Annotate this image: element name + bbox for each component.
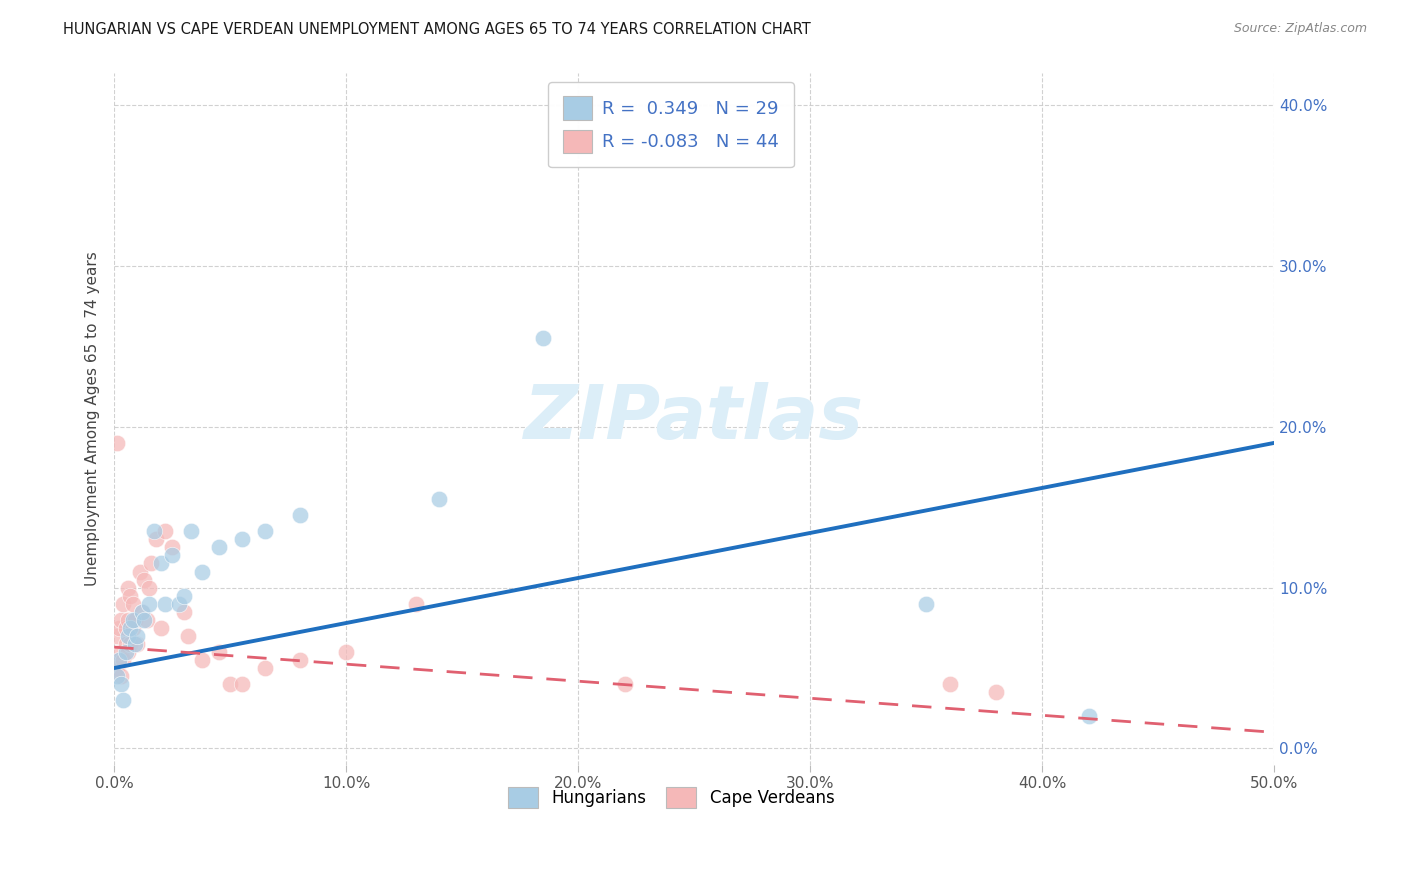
- Point: [138, 581, 160, 595]
- Point: [134, 573, 156, 587]
- Point: [128, 565, 150, 579]
- Point: [613, 677, 636, 691]
- Point: [207, 645, 229, 659]
- Point: [155, 524, 177, 539]
- Point: [167, 597, 190, 611]
- Point: [117, 581, 139, 595]
- Point: [180, 524, 202, 539]
- Point: [149, 557, 172, 571]
- Point: [114, 645, 136, 659]
- Point: [127, 629, 149, 643]
- Point: [105, 629, 128, 643]
- Point: [160, 541, 183, 555]
- Point: [288, 653, 311, 667]
- Point: [131, 605, 153, 619]
- Point: [108, 621, 131, 635]
- Point: [110, 613, 132, 627]
- Point: [915, 597, 938, 611]
- Point: [124, 613, 146, 627]
- Point: [427, 492, 450, 507]
- Point: [105, 661, 128, 675]
- Point: [191, 653, 214, 667]
- Point: [114, 621, 136, 635]
- Point: [155, 597, 177, 611]
- Point: [121, 597, 143, 611]
- Point: [108, 653, 131, 667]
- Point: [141, 557, 163, 571]
- Point: [219, 677, 242, 691]
- Point: [114, 637, 136, 651]
- Text: Source: ZipAtlas.com: Source: ZipAtlas.com: [1233, 22, 1367, 36]
- Point: [253, 524, 276, 539]
- Point: [142, 524, 165, 539]
- Point: [134, 613, 156, 627]
- Point: [160, 549, 183, 563]
- Point: [127, 637, 149, 651]
- Point: [173, 589, 195, 603]
- Point: [112, 597, 135, 611]
- Point: [1077, 709, 1099, 723]
- Point: [177, 629, 200, 643]
- Point: [231, 677, 253, 691]
- Point: [121, 613, 143, 627]
- Point: [405, 597, 427, 611]
- Point: [120, 589, 142, 603]
- Legend: Hungarians, Cape Verdeans: Hungarians, Cape Verdeans: [501, 780, 841, 815]
- Point: [984, 685, 1007, 699]
- Point: [938, 677, 960, 691]
- Point: [105, 435, 128, 450]
- Point: [112, 693, 135, 707]
- Point: [120, 621, 142, 635]
- Point: [138, 597, 160, 611]
- Point: [121, 621, 143, 635]
- Point: [231, 533, 253, 547]
- Point: [124, 637, 146, 651]
- Point: [335, 645, 357, 659]
- Point: [112, 653, 135, 667]
- Point: [117, 629, 139, 643]
- Point: [191, 565, 214, 579]
- Point: [110, 677, 132, 691]
- Point: [110, 645, 132, 659]
- Point: [108, 653, 131, 667]
- Point: [145, 533, 167, 547]
- Text: ZIPatlas: ZIPatlas: [524, 383, 865, 455]
- Point: [288, 508, 311, 523]
- Point: [207, 541, 229, 555]
- Point: [533, 331, 555, 345]
- Point: [253, 661, 276, 675]
- Point: [117, 645, 139, 659]
- Point: [173, 605, 195, 619]
- Y-axis label: Unemployment Among Ages 65 to 74 years: Unemployment Among Ages 65 to 74 years: [86, 252, 100, 586]
- Point: [117, 613, 139, 627]
- Point: [110, 669, 132, 683]
- Point: [105, 669, 128, 683]
- Point: [149, 621, 172, 635]
- Point: [135, 613, 157, 627]
- Point: [131, 605, 153, 619]
- Point: [120, 637, 142, 651]
- Text: HUNGARIAN VS CAPE VERDEAN UNEMPLOYMENT AMONG AGES 65 TO 74 YEARS CORRELATION CHA: HUNGARIAN VS CAPE VERDEAN UNEMPLOYMENT A…: [63, 22, 811, 37]
